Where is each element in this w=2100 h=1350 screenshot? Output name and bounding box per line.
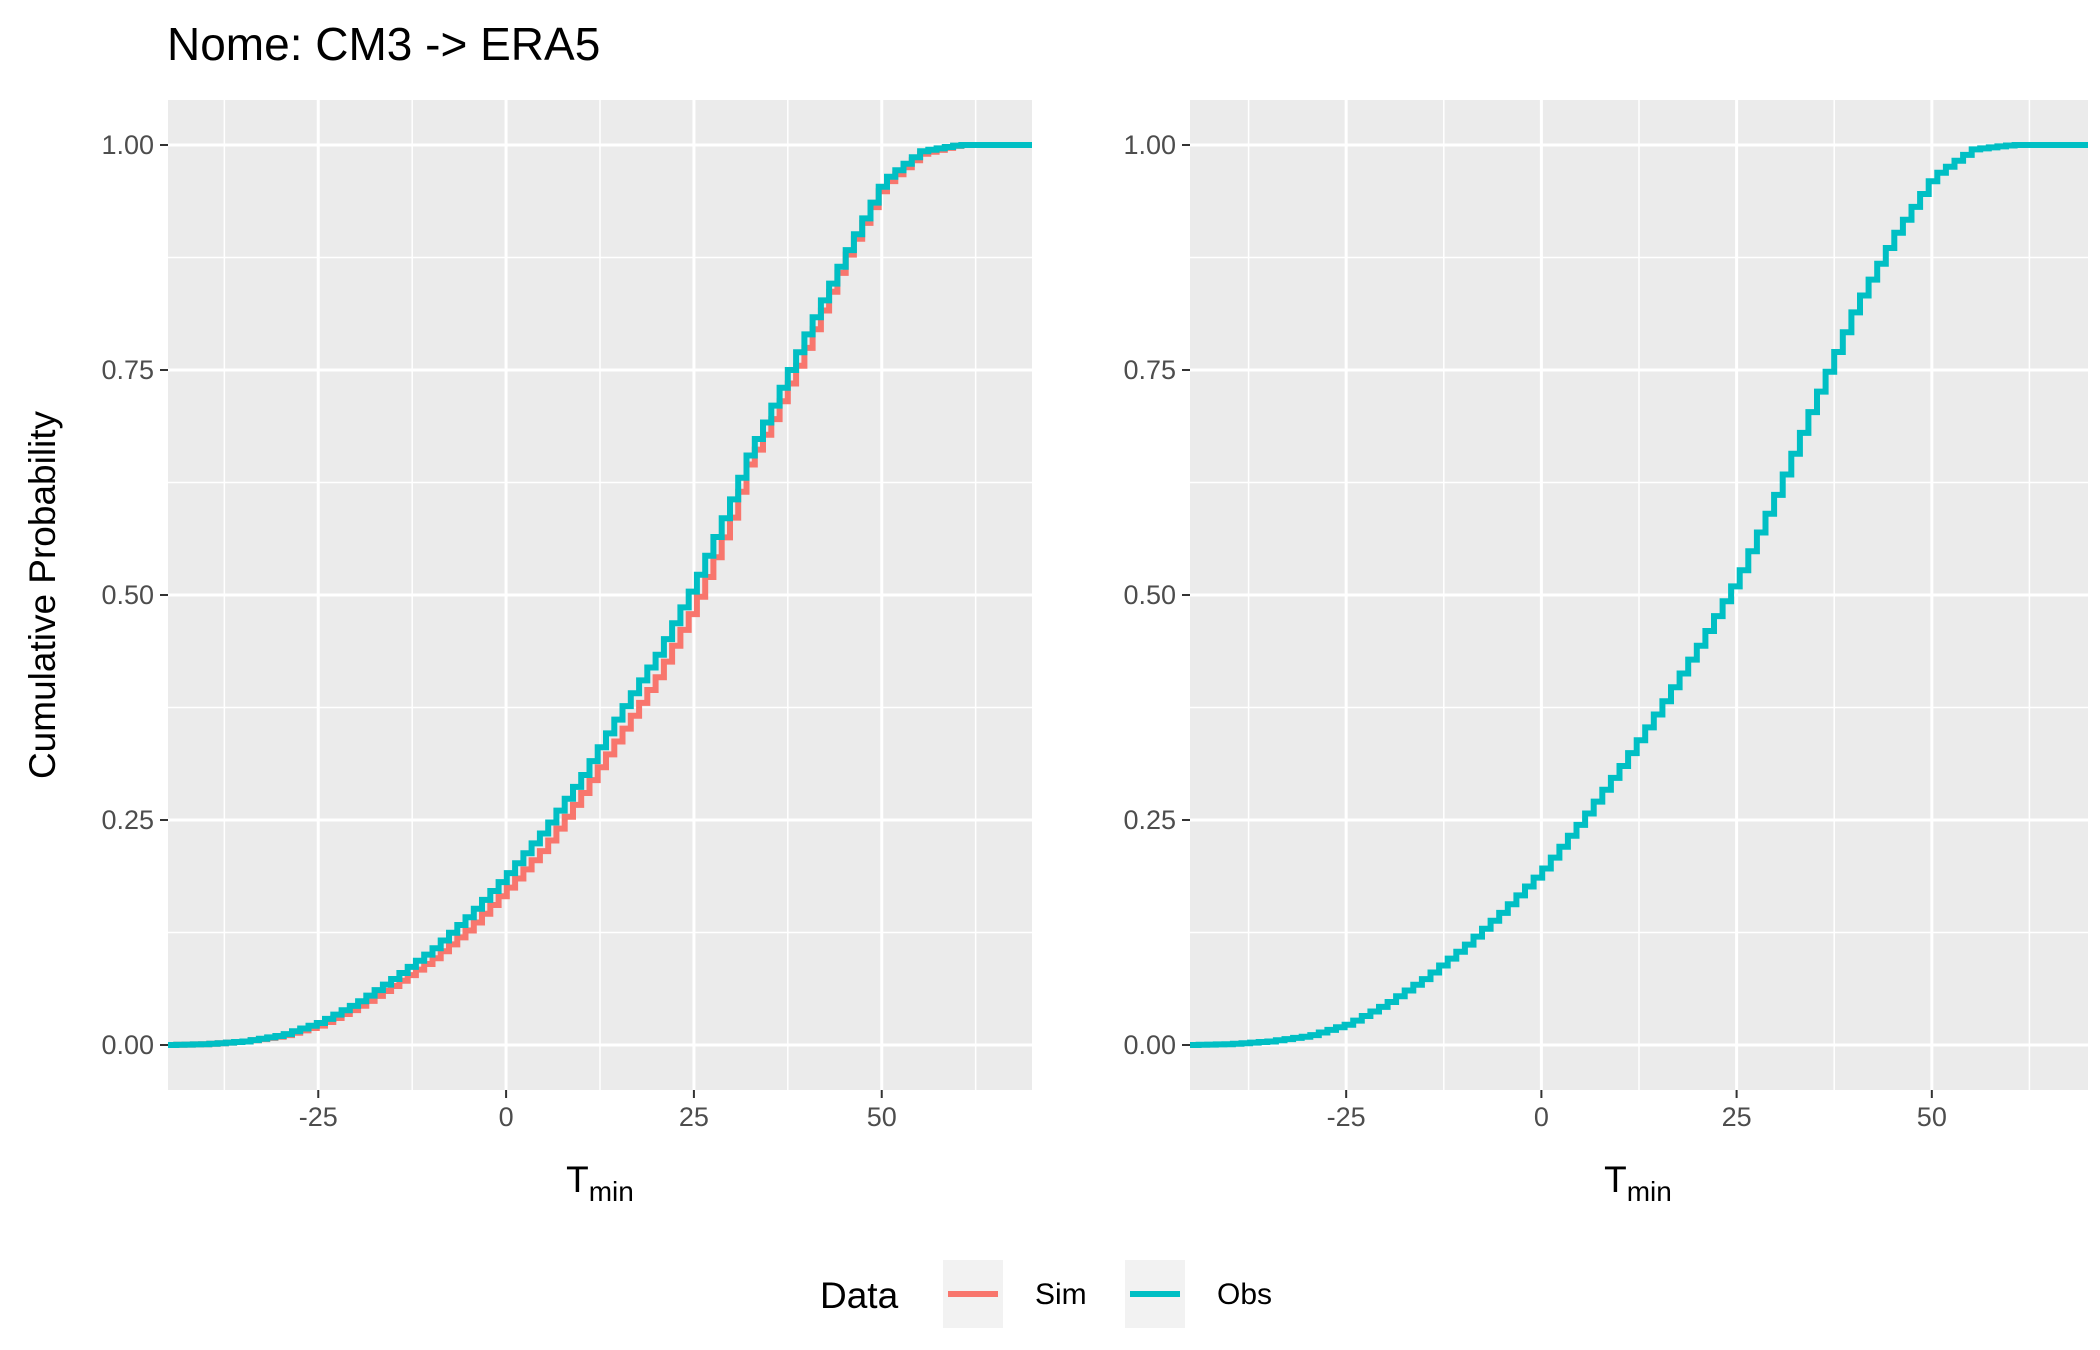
x-tick-label: 25 (679, 1102, 709, 1132)
panel-left-grid (168, 100, 1032, 1090)
legend-label-sim: Sim (1035, 1278, 1087, 1311)
y-tick-label: 0.00 (101, 1030, 154, 1060)
panel-right-axes: -25 0 25 50 0.00 0.25 0.50 0.75 1.00 (1123, 130, 1946, 1132)
x-tick-label: 50 (867, 1102, 897, 1132)
x-axis-title-left: Tmin (566, 1159, 634, 1207)
panel-left-axes: -25 0 25 50 0.00 0.25 0.50 0.75 1.00 (101, 130, 896, 1132)
x-tick-label: 50 (1917, 1102, 1947, 1132)
y-tick-label: 0.50 (1123, 580, 1176, 610)
legend-label-obs: Obs (1217, 1278, 1272, 1311)
y-tick-label: 0.75 (1123, 355, 1176, 385)
x-tick-label: 0 (499, 1102, 514, 1132)
series-line-obs (168, 142, 1032, 1048)
legend: Data Sim Obs (820, 1260, 1272, 1328)
panel-right-series (1190, 142, 2088, 1048)
panel-left-series (168, 142, 1032, 1048)
x-tick-label: 0 (1534, 1102, 1549, 1132)
y-tick-label: 1.00 (101, 130, 154, 160)
chart-title: Nome: CM3 -> ERA5 (167, 18, 600, 70)
panel-left: -25 0 25 50 0.00 0.25 0.50 0.75 1.00 Tmin (101, 100, 1032, 1207)
legend-entry-sim: Sim (943, 1260, 1087, 1328)
x-tick-label: 25 (1722, 1102, 1752, 1132)
panel-right: -25 0 25 50 0.00 0.25 0.50 0.75 1.00 Tmin (1123, 100, 2088, 1207)
y-tick-label: 0.50 (101, 580, 154, 610)
y-tick-label: 0.75 (101, 355, 154, 385)
y-tick-label: 1.00 (1123, 130, 1176, 160)
y-tick-label: 0.25 (101, 805, 154, 835)
y-axis-title: Cumulative Probability (22, 410, 63, 779)
x-axis-title-right: Tmin (1604, 1159, 1672, 1207)
y-tick-label: 0.00 (1123, 1030, 1176, 1060)
legend-title: Data (820, 1275, 899, 1316)
series-line-obs (1190, 142, 2088, 1048)
y-tick-label: 0.25 (1123, 805, 1176, 835)
legend-entry-obs: Obs (1125, 1260, 1272, 1328)
x-tick-label: -25 (299, 1102, 338, 1132)
x-tick-label: -25 (1327, 1102, 1366, 1132)
panel-right-grid (1190, 100, 2088, 1090)
